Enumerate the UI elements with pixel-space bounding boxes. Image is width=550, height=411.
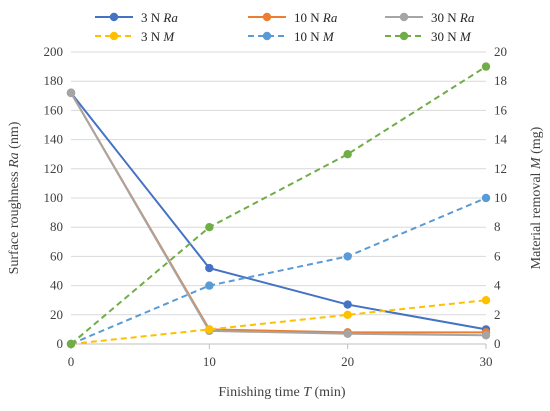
left-y-tick-labels: 0 20 40 60 80 100 120 140 160 180 200 <box>44 44 64 351</box>
data-point <box>343 252 352 261</box>
legend-label: 30 N M <box>431 29 472 44</box>
data-point <box>205 223 214 232</box>
legend-label: 3 N Ra <box>141 10 178 25</box>
right-y-tick-label: 16 <box>494 102 508 117</box>
legend-item: 30 N M <box>385 29 472 44</box>
left-y-tick-label: 140 <box>44 132 64 147</box>
data-point <box>343 310 352 319</box>
legend-item: 3 N M <box>95 29 175 44</box>
left-y-tick-label: 0 <box>57 336 64 351</box>
data-point <box>343 150 352 159</box>
legend-item: 10 N Ra <box>248 10 338 25</box>
right-y-tick-labels: 0 2 4 6 8 10 12 14 16 18 20 <box>494 44 508 351</box>
x-tick-label: 20 <box>341 354 354 369</box>
left-y-tick-label: 100 <box>44 190 64 205</box>
right-y-tick-label: 0 <box>494 336 501 351</box>
left-y-tick-label: 180 <box>44 73 64 88</box>
right-y-tick-label: 10 <box>494 190 507 205</box>
series-group <box>66 62 491 349</box>
series-line <box>70 299 487 345</box>
data-point <box>66 88 76 98</box>
legend-item: 3 N Ra <box>95 10 178 25</box>
right-y-tick-label: 6 <box>494 248 501 263</box>
x-axis-title: Finishing time T (min) <box>218 385 346 400</box>
data-point <box>66 339 76 349</box>
right-y-tick-label: 18 <box>494 73 507 88</box>
legend-label: 10 N Ra <box>294 10 338 25</box>
right-y-tick-label: 12 <box>494 161 507 176</box>
x-tick-label: 10 <box>203 354 216 369</box>
data-point <box>481 331 491 340</box>
legend-swatch-marker <box>109 12 119 22</box>
legend-label: 3 N M <box>141 29 175 44</box>
data-point <box>481 193 491 203</box>
series-line <box>70 92 487 337</box>
data-point <box>205 263 214 273</box>
left-y-tick-label: 80 <box>50 219 63 234</box>
legend-swatch-marker <box>399 31 409 41</box>
right-y-axis-title: Material removal M (mg) <box>529 126 544 269</box>
data-point <box>481 62 491 71</box>
legend-label: 30 N Ra <box>431 10 475 25</box>
legend: 3 N Ra 10 N Ra 30 N Ra 3 N M 10 N M 30 N M <box>95 10 475 44</box>
left-y-tick-label: 200 <box>44 44 64 59</box>
legend-item: 10 N M <box>248 29 335 44</box>
series-line <box>70 197 487 345</box>
left-y-tick-label: 120 <box>44 161 64 176</box>
data-point <box>481 296 491 305</box>
x-tick-label: 0 <box>68 354 75 369</box>
right-y-tick-label: 4 <box>494 278 501 293</box>
left-y-tick-label: 60 <box>50 248 63 263</box>
right-y-tick-label: 8 <box>494 219 501 234</box>
left-y-tick-label: 40 <box>50 278 63 293</box>
legend-swatch-marker <box>109 31 119 41</box>
right-y-tick-label: 2 <box>494 307 501 322</box>
data-point <box>205 325 214 334</box>
data-point <box>343 300 352 309</box>
left-y-tick-label: 160 <box>44 102 64 117</box>
data-point <box>343 329 352 338</box>
legend-swatch-marker <box>262 12 272 22</box>
legend-label: 10 N M <box>294 29 335 44</box>
data-point <box>205 281 214 290</box>
right-y-tick-label: 20 <box>494 44 507 59</box>
left-y-axis-title: Surface roughness Ra (nm) <box>7 121 22 274</box>
left-y-tick-label: 20 <box>50 307 63 322</box>
x-tick-label: 30 <box>480 354 493 369</box>
legend-swatch-marker <box>262 31 272 41</box>
series-line <box>70 92 487 331</box>
axes <box>70 343 487 349</box>
series-line <box>70 92 486 334</box>
x-tick-labels: 0 10 20 30 <box>68 354 493 369</box>
legend-item: 30 N Ra <box>385 10 475 25</box>
legend-swatch-marker <box>399 12 409 22</box>
right-y-tick-label: 14 <box>494 132 508 147</box>
series-line <box>70 65 487 345</box>
